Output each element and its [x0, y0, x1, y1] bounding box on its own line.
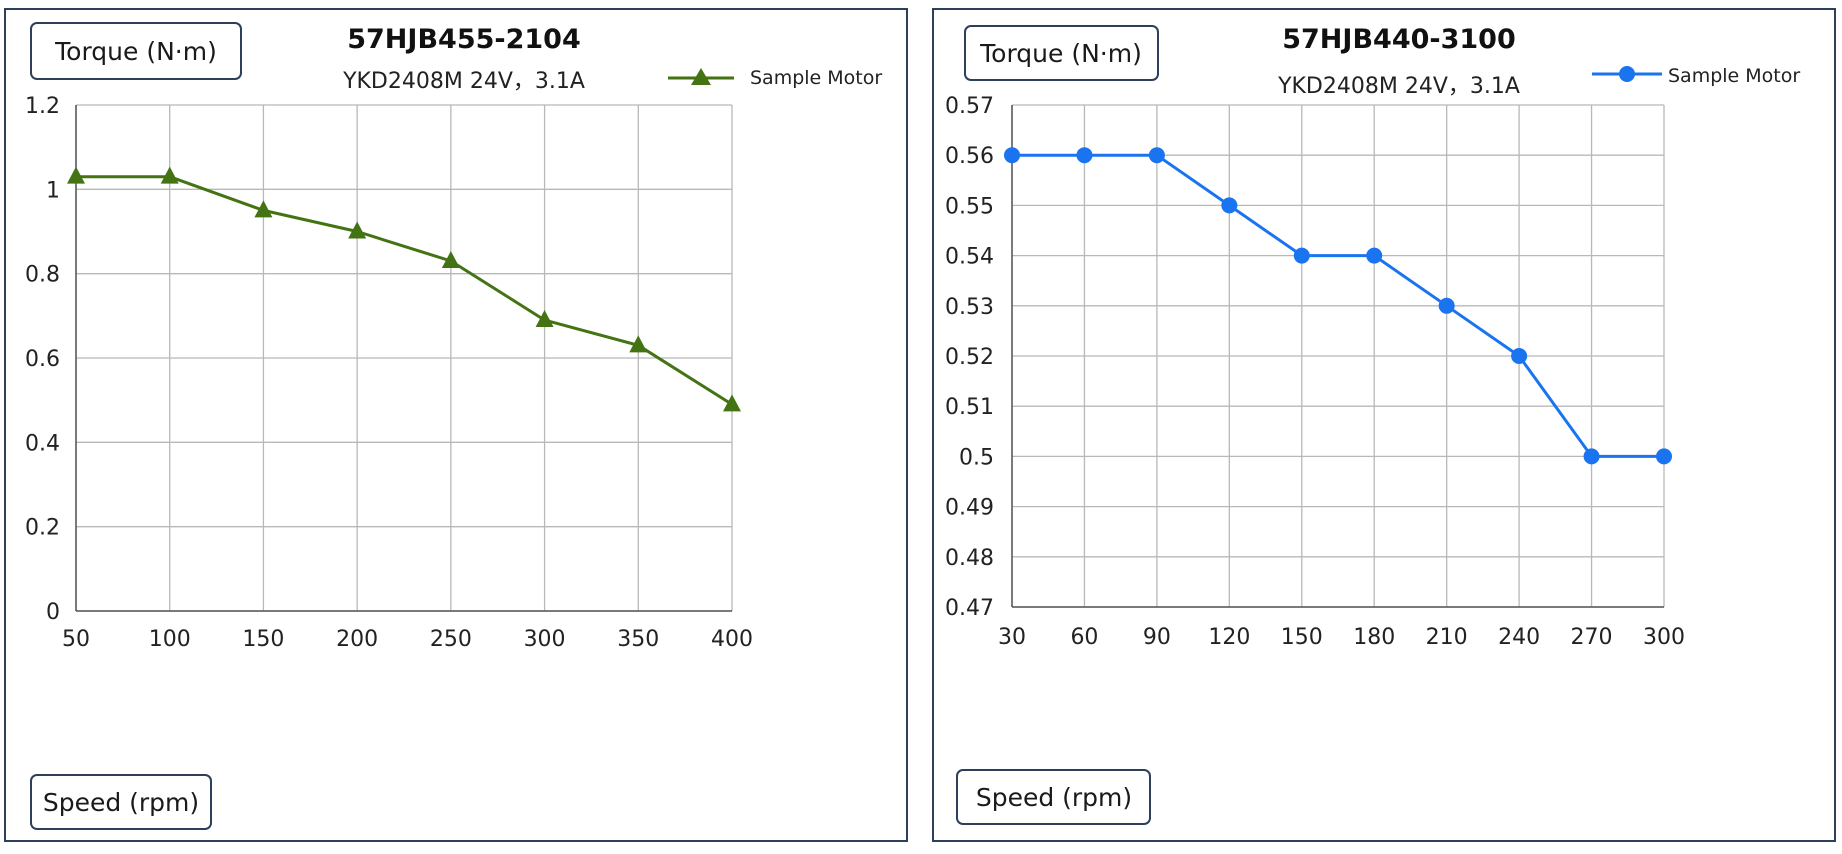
- y-tick-label: 0.57: [945, 94, 994, 119]
- x-axis-label-box: [30, 774, 212, 830]
- x-axis-label: Speed (rpm): [976, 783, 1132, 812]
- x-tick-label: 90: [1143, 625, 1171, 650]
- data-point-marker: [160, 166, 179, 184]
- y-axis-label-box: [964, 25, 1159, 81]
- data-point-marker: [1148, 147, 1165, 164]
- data-point-marker: [1076, 147, 1093, 164]
- x-tick-label: 240: [1498, 625, 1540, 650]
- data-point-marker: [1438, 297, 1455, 314]
- chart-right-x-ticks: 30 60 90 120 150 180 210 240 270 300: [998, 625, 1685, 650]
- data-point-marker: [1004, 147, 1020, 164]
- y-tick-label: 0.52: [945, 345, 994, 370]
- chart-left-grid: [75, 104, 733, 612]
- data-point-marker: [254, 200, 273, 218]
- y-tick-label: 0.49: [945, 496, 994, 521]
- x-tick-label: 150: [242, 627, 284, 652]
- x-tick-label: 270: [1571, 625, 1613, 650]
- series-line: [76, 175, 733, 406]
- legend: Sample Motor: [1592, 65, 1800, 87]
- chart-subtitle: YKD2408M 24V，3.1A: [1277, 74, 1520, 99]
- chart-right-series: [1004, 147, 1672, 465]
- x-tick-label: 210: [1426, 625, 1468, 650]
- y-tick-label: 0.47: [945, 596, 994, 621]
- chart-left-svg: 0 0.2 0.4 0.6 0.8 1 1.2 50 100 150 200 250 300 350 40…: [25, 22, 882, 830]
- chart-panel-right: 0.47 0.48 0.49 0.5 0.51 0.52 0.53 0.54 0.55 0.56 0…: [932, 8, 1836, 842]
- y-tick-label: 0.2: [25, 516, 60, 541]
- y-tick-label: 1.2: [25, 94, 60, 119]
- chart-right-y-ticks: 0.47 0.48 0.49 0.5 0.51 0.52 0.53 0.54 0.55 0.56 0…: [945, 94, 994, 621]
- chart-subtitle: YKD2408M 24V，3.1A: [342, 69, 585, 94]
- x-tick-label: 150: [1281, 625, 1323, 650]
- x-tick-label: 300: [1643, 625, 1685, 650]
- data-point-marker: [535, 310, 554, 328]
- chart-left-series: [67, 166, 741, 412]
- y-tick-label: 0.6: [25, 347, 60, 372]
- chart-right-grid: [1011, 104, 1665, 608]
- y-axis-label: Torque (N·m): [54, 37, 217, 66]
- chart-left-y-ticks: 0 0.2 0.4 0.6 0.8 1 1.2: [25, 94, 60, 625]
- y-tick-label: 0.5: [959, 445, 994, 470]
- y-tick-label: 0.51: [945, 395, 994, 420]
- chart-title: 57HJB440-3100: [1282, 24, 1516, 55]
- data-point-marker: [348, 221, 367, 239]
- legend-label: Sample Motor: [1668, 65, 1800, 87]
- data-point-marker: [1511, 348, 1528, 364]
- data-point-marker: [441, 251, 460, 269]
- legend: Sample Motor: [668, 67, 882, 89]
- chart-right-svg: 0.47 0.48 0.49 0.5 0.51 0.52 0.53 0.54 0.55 0.56 0…: [945, 24, 1800, 825]
- y-tick-label: 0.4: [25, 431, 60, 456]
- x-axis-label-box: [956, 769, 1151, 825]
- x-tick-label: 30: [998, 625, 1026, 650]
- x-tick-label: 200: [336, 627, 378, 652]
- chart-title: 57HJB455-2104: [347, 24, 581, 55]
- x-tick-label: 400: [711, 627, 753, 652]
- legend-triangle-marker: [691, 68, 711, 85]
- x-tick-label: 250: [430, 627, 472, 652]
- x-tick-label: 350: [617, 627, 659, 652]
- x-tick-label: 180: [1353, 625, 1395, 650]
- x-tick-label: 300: [524, 627, 566, 652]
- x-tick-label: 50: [62, 627, 90, 652]
- data-point-marker: [723, 394, 741, 412]
- y-tick-label: 0: [46, 600, 60, 625]
- legend-label: Sample Motor: [750, 67, 882, 89]
- y-tick-label: 0.53: [945, 295, 994, 320]
- y-tick-label: 1: [46, 178, 60, 203]
- data-point-marker: [1656, 448, 1672, 465]
- data-point-marker: [1221, 197, 1238, 214]
- series-line: [1012, 153, 1664, 458]
- y-tick-label: 0.54: [945, 245, 994, 270]
- data-point-marker: [1293, 247, 1310, 264]
- y-axis-label: Torque (N·m): [979, 39, 1142, 68]
- data-point-marker: [1583, 448, 1600, 465]
- x-tick-label: 100: [149, 627, 191, 652]
- y-tick-label: 0.8: [25, 263, 60, 288]
- x-axis-label: Speed (rpm): [43, 788, 199, 817]
- y-tick-label: 0.48: [945, 546, 994, 571]
- y-tick-label: 0.56: [945, 144, 994, 169]
- data-point-marker: [629, 335, 648, 353]
- x-tick-label: 120: [1208, 625, 1250, 650]
- y-axis-label-box: [30, 22, 242, 80]
- chart-left-x-ticks: 50 100 150 200 250 300 350 400: [62, 627, 753, 652]
- data-point-marker: [67, 166, 85, 184]
- chart-panel-left: 0 0.2 0.4 0.6 0.8 1 1.2 50 100 150 200 250 300 350 40…: [4, 8, 908, 842]
- data-point-marker: [1366, 247, 1383, 264]
- legend-circle-marker: [1619, 66, 1635, 82]
- x-tick-label: 60: [1070, 625, 1098, 650]
- y-tick-label: 0.55: [945, 194, 994, 219]
